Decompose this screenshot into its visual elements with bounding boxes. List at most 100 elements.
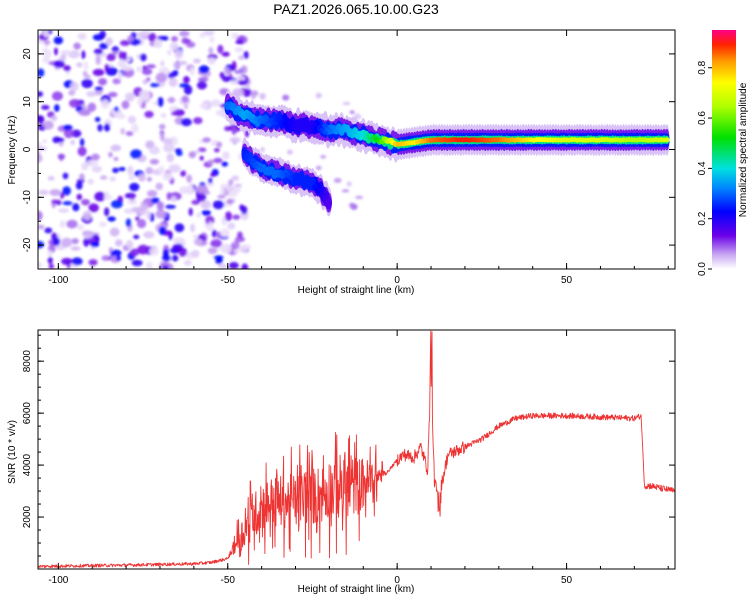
heatmap-noise-blob (315, 165, 322, 171)
heatmap-noise-blob (231, 127, 237, 136)
heatmap-noise-blob (153, 38, 163, 49)
heatmap-noise-blob (183, 260, 192, 266)
heatmap-noise-blob (104, 207, 110, 217)
heatmap-noise-blob (38, 154, 43, 163)
heatmap-noise-blob (222, 151, 230, 160)
heatmap-noise-blob (228, 261, 239, 269)
heatmap-noise-blob (117, 59, 126, 68)
heatmap-noise-blob (196, 192, 207, 202)
heatmap-noise-blob (141, 68, 153, 75)
heatmap-x-label: Height of straight line (km) (298, 285, 415, 296)
heatmap-noise-blob (110, 249, 122, 257)
heatmap-noise-blob (99, 42, 109, 50)
heatmap-noise-blob (121, 100, 130, 110)
heatmap-noise-blob (174, 49, 184, 60)
heatmap-noise-blob (38, 240, 45, 249)
heatmap-noise-blob (183, 104, 189, 110)
heatmap-noise-blob (350, 203, 358, 210)
heatmap-noise-blob (167, 72, 176, 79)
heatmap-noise-blob (341, 189, 350, 193)
heatmap-branch-mark-cell (309, 178, 316, 183)
heatmap-noise-blob (79, 173, 85, 181)
heatmap-noise-blob (221, 51, 230, 57)
heatmap-ridge-mark-cell (327, 129, 334, 135)
heatmap-noise-blob (118, 51, 124, 60)
heatmap-noise-blob (149, 158, 160, 165)
heatmap-noise-blob (243, 50, 249, 59)
heatmap-noise-blob (63, 128, 74, 139)
heatmap-ridge-mark-cell (332, 129, 340, 135)
heatmap-noise-blob (196, 212, 202, 218)
heatmap-noise-blob (213, 157, 223, 164)
heatmap-noise-blob (240, 65, 248, 74)
heatmap-noise-blob (259, 92, 266, 100)
heatmap-noise-blob (207, 247, 218, 255)
figure-title: PAZ1.2026.065.10.00.G23 (273, 1, 439, 17)
colorbar-gradient (712, 30, 736, 269)
heatmap-noise-blob (135, 216, 140, 221)
heatmap-noise-blob (196, 184, 208, 194)
heatmap-noise-blob (103, 123, 111, 132)
heatmap-ridge-mark-cell (248, 113, 256, 119)
heatmap-branch-mark-cell (306, 182, 313, 188)
snr-x-tick-label: 0 (394, 575, 400, 586)
heatmap-noise-blob (90, 241, 100, 248)
heatmap-y-tick-label: 10 (22, 96, 33, 108)
heatmap-noise-blob (333, 177, 342, 183)
heatmap-noise-blob (149, 247, 159, 256)
heatmap-noise-blob (220, 186, 225, 197)
heatmap-noise-blob (131, 123, 139, 133)
heatmap-noise-blob (42, 47, 49, 53)
heatmap-noise-blob (38, 142, 43, 147)
heatmap-noise-blob (160, 35, 169, 41)
heatmap-noise-blob (83, 60, 89, 71)
heatmap-noise-blob (104, 63, 110, 72)
heatmap-noise-blob (183, 76, 190, 84)
heatmap-noise-blob (315, 92, 322, 99)
heatmap-noise-blob (342, 102, 351, 106)
heatmap-noise-blob (109, 176, 117, 182)
heatmap-noise-blob (218, 263, 228, 269)
heatmap-noise-blob (216, 256, 222, 262)
snr-x-axis: -100 -50 0 50 (48, 330, 669, 586)
heatmap-noise-blob (131, 259, 143, 267)
heatmap-noise-blob (49, 189, 62, 196)
heatmap-noise-blob (148, 32, 157, 42)
heatmap-noise-blob (241, 263, 249, 269)
heatmap-noise-blob (156, 201, 164, 211)
heatmap-y-tick-label: 0 (22, 146, 33, 152)
heatmap-noise-blob (217, 44, 224, 54)
heatmap-branch-mark-cell (249, 158, 257, 164)
heatmap-noise-blob (185, 41, 196, 48)
colorbar-tick-label: 0.0 (697, 262, 708, 276)
heatmap-noise-blob (60, 49, 72, 55)
heatmap-noise-blob (136, 66, 142, 73)
heatmap-noise-blob (66, 219, 78, 229)
heatmap-noise-blob (198, 65, 210, 74)
heatmap-noise-blob (180, 118, 192, 127)
heatmap-noise-blob (151, 197, 160, 204)
heatmap-noise-blob (209, 36, 215, 43)
heatmap-noise-blob (97, 124, 103, 132)
heatmap-noise-blob (213, 147, 220, 153)
heatmap-noise-blob (117, 71, 123, 81)
heatmap-noise-blob (139, 89, 151, 100)
heatmap-noise-blob (179, 83, 190, 88)
heatmap-noise-blob (169, 136, 179, 146)
heatmap-noise-blob (69, 98, 81, 108)
heatmap-noise-blob (145, 261, 153, 269)
heatmap-noise-blob (193, 117, 203, 125)
heatmap-noise-blob (162, 172, 173, 181)
heatmap-noise-blob (212, 200, 225, 210)
heatmap-noise-blob (110, 144, 122, 152)
heatmap-x-axis: -100 -50 0 50 (48, 30, 669, 286)
snr-y-tick-label: 2000 (22, 505, 33, 528)
heatmap-noise-blob (63, 65, 71, 72)
heatmap-x-tick-label: -100 (48, 275, 68, 286)
snr-x-tick-label: -50 (221, 575, 236, 586)
heatmap-noise-blob (320, 154, 327, 159)
heatmap-noise-blob (81, 162, 89, 171)
heatmap-noise-blob (62, 172, 69, 180)
heatmap-noise-blob (99, 30, 106, 40)
